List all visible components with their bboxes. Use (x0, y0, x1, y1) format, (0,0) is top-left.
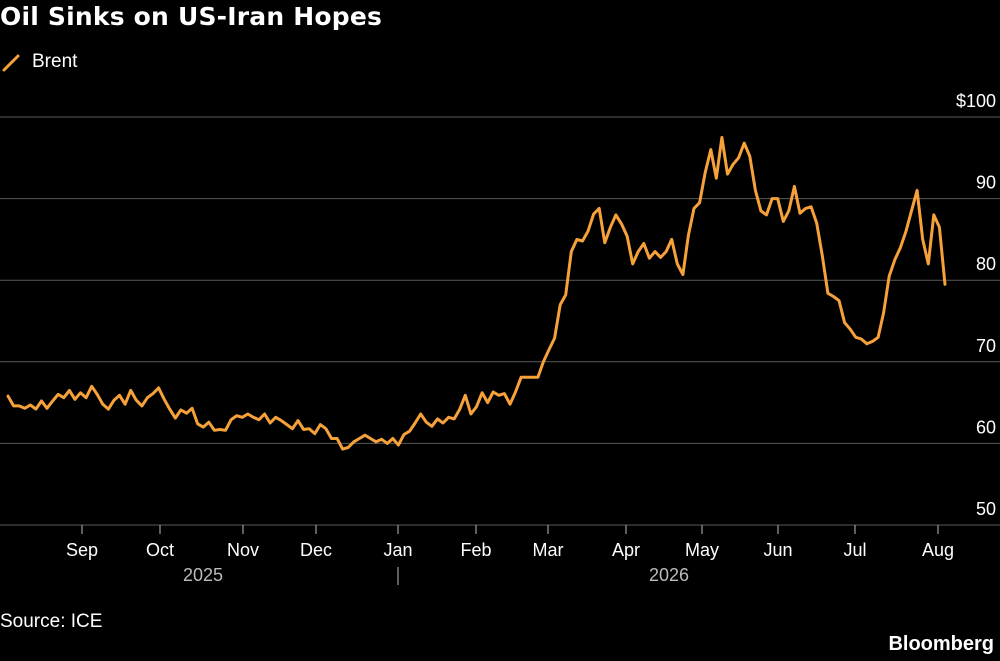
y-tick-label: $100 (956, 91, 996, 111)
x-tick-label: Oct (146, 540, 174, 560)
x-tick-label: Jul (843, 540, 866, 560)
x-tick-label: Mar (533, 540, 564, 560)
y-tick-label: 90 (976, 173, 996, 193)
x-tick-label: Sep (66, 540, 98, 560)
year-label: 2026 (649, 565, 689, 585)
x-tick-label: Feb (460, 540, 491, 560)
x-tick-label: May (685, 540, 719, 560)
x-tick-label: Jan (383, 540, 412, 560)
y-tick-label: 80 (976, 254, 996, 274)
y-tick-label: 50 (976, 499, 996, 519)
series-line-brent (6, 135, 947, 451)
x-tick-label: Dec (300, 540, 332, 560)
legend: Brent (0, 50, 77, 74)
year-label: 2025 (183, 565, 223, 585)
x-tick-label: Nov (227, 540, 259, 560)
x-tick-label: Apr (612, 540, 640, 560)
source-note: Source: ICE (0, 611, 103, 632)
y-tick-label: 60 (976, 417, 996, 437)
legend-label-brent: Brent (32, 51, 78, 72)
y-tick-label: 70 (976, 336, 996, 356)
legend-line-swatch-icon (2, 54, 20, 72)
x-tick-label: Aug (922, 540, 954, 560)
x-tick-label: Jun (763, 540, 792, 560)
brand-logo: Bloomberg (888, 633, 994, 655)
chart-title: Oil Sinks on US-Iran Hopes (0, 2, 383, 31)
